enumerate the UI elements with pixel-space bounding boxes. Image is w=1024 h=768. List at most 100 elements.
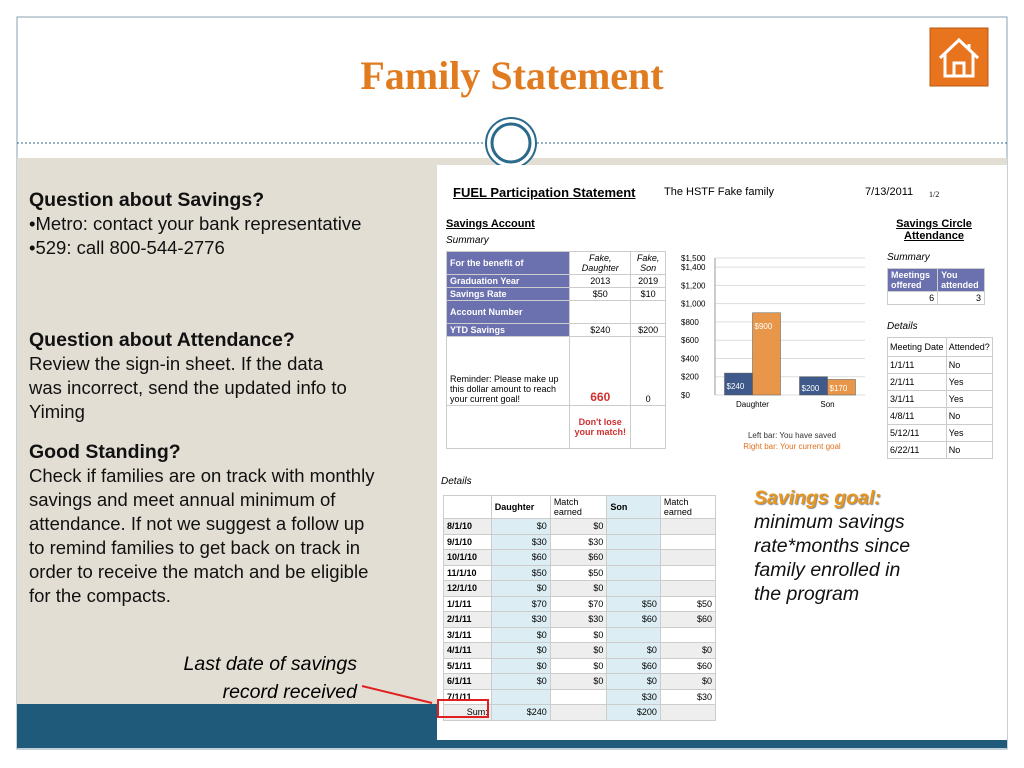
table-cell [659, 549, 717, 566]
table-cell: 4/8/11 [887, 407, 947, 425]
table-cell: Son [606, 495, 661, 519]
section-subtitle: Summary [887, 252, 930, 263]
table-cell: $50 [549, 564, 608, 581]
table-cell: 2013 [569, 274, 632, 288]
statement: FUEL Participation Statement The HSTF Fa… [437, 165, 1007, 740]
table-cell: Match earned [659, 495, 717, 519]
section-heading: Good Standing? [29, 441, 181, 463]
table-row: 8/1/10 $0 $0 [443, 518, 717, 535]
y-tick-label: $600 [681, 336, 699, 345]
table-cell: 6/1/11 [443, 673, 492, 690]
section-subtitle: Details [441, 476, 472, 487]
chart: $0 $200 $400 $600 $800 $1,000 $1,200 $1,400$1,5… [681, 254, 865, 451]
table-row: YTD Savings $240 $200 [445, 323, 666, 337]
table-cell: $0 [490, 657, 551, 674]
legend-entry: Left bar: You have saved [748, 431, 836, 440]
table-row: Meetings offered You attended [886, 268, 985, 292]
table-cell: $30 [490, 533, 551, 550]
section-title: Savings Account [446, 218, 535, 230]
table-cell: $0 [659, 673, 717, 690]
table-cell: Daughter [490, 495, 551, 519]
note-line: rate*months since [754, 535, 911, 557]
table-row: 11/1/10 $50 $50 [443, 564, 717, 581]
x-tick-label: Son [820, 400, 834, 409]
table-cell: $10 [630, 287, 666, 301]
attendance-details: Meeting Date Attended? 1/1/11 No 2/1/11 Yes 3/… [887, 337, 994, 459]
table-cell: $0 [490, 580, 551, 597]
table-cell: $50 [569, 287, 632, 301]
table-cell: $30 [490, 611, 551, 628]
table-cell [659, 704, 717, 721]
table-cell: 660 [569, 336, 632, 406]
table-cell [445, 405, 571, 449]
table-row: 2/1/11 Yes [887, 373, 994, 391]
table-cell: $60 [606, 611, 661, 628]
table-cell [630, 300, 666, 324]
table-cell: $0 [549, 580, 608, 597]
table-cell: $70 [490, 595, 551, 612]
table-cell: 2/1/11 [887, 373, 947, 391]
table-row: 10/1/10 $60 $60 [443, 549, 717, 566]
table-cell: Reminder: Please make up this dollar amo… [445, 336, 571, 406]
table-cell: 3/1/11 [443, 626, 492, 643]
table-cell: 2/1/11 [443, 611, 492, 628]
details-table: Daughter Match earned Son Match earned 8/1/1… [443, 495, 717, 721]
table-cell [569, 300, 632, 324]
table-cell: $30 [549, 611, 608, 628]
table-row: Account Number [445, 300, 666, 324]
table-cell [606, 564, 661, 581]
table-cell: No [945, 407, 994, 425]
table-cell: No [945, 356, 994, 374]
table-cell [659, 533, 717, 550]
savings-table: For the benefit of Fake, Daughter Fake, So… [445, 251, 666, 449]
table-cell: 7/1/11 [443, 688, 492, 705]
section-line: to remind families to get back on track … [29, 537, 361, 558]
table-cell [659, 626, 717, 643]
table-cell: $50 [659, 595, 717, 612]
left-panel: Question about Savings? •Metro: contact y… [17, 158, 437, 704]
table-cell: Account Number [445, 300, 571, 324]
table-cell: Yes [945, 373, 994, 391]
table-row: 2/1/11 $30 $30 $60 $60 [443, 611, 717, 628]
bar-label: $200 [802, 384, 820, 393]
table-cell: $60 [549, 549, 608, 566]
table-cell: 1/1/11 [887, 356, 947, 374]
table-cell: 1/1/11 [443, 595, 492, 612]
table-cell: $240 [490, 704, 551, 721]
table-cell: $50 [490, 564, 551, 581]
table-cell: $60 [659, 611, 717, 628]
table-cell: Attended? [945, 337, 994, 357]
table-cell [659, 518, 717, 535]
ornament [490, 122, 532, 164]
table-row: 1/1/11 $70 $70 $50 $50 [443, 595, 717, 612]
table-cell: 12/1/10 [443, 580, 492, 597]
section-line: order to receive the match and be eligib… [29, 561, 369, 582]
family: The HSTF Fake family [664, 186, 775, 198]
table-cell: $0 [490, 673, 551, 690]
table-cell [659, 564, 717, 581]
y-tick-label: $400 [681, 354, 699, 363]
note-heading: Savings goal: [754, 487, 881, 509]
note-line: family enrolled in [754, 559, 901, 581]
table-row: 3/1/11 $0 $0 [443, 626, 717, 643]
home-icon[interactable] [929, 27, 989, 87]
table-cell [606, 533, 661, 550]
table-cell [606, 626, 661, 643]
table-cell [659, 580, 717, 597]
note: Savings goal: minimum savings rate*months … [754, 486, 910, 606]
bar-label: $170 [830, 384, 848, 393]
annotation-line: record received [222, 681, 357, 703]
section-line: •Metro: contact your bank representative [29, 213, 362, 234]
table-row: 7/1/11 $30 $30 [443, 688, 717, 705]
table-cell: $0 [606, 642, 661, 659]
section-line: savings and meet annual minimum of [29, 489, 336, 510]
table-cell: 8/1/10 [443, 518, 492, 535]
table-cell [606, 518, 661, 535]
x-tick-label: Daughter [736, 400, 769, 409]
table-cell: $0 [606, 673, 661, 690]
table-cell: You attended [937, 268, 985, 292]
table-row: 6/1/11 $0 $0 $0 $0 [443, 673, 717, 690]
table-row: Don't lose your match! [445, 405, 666, 449]
